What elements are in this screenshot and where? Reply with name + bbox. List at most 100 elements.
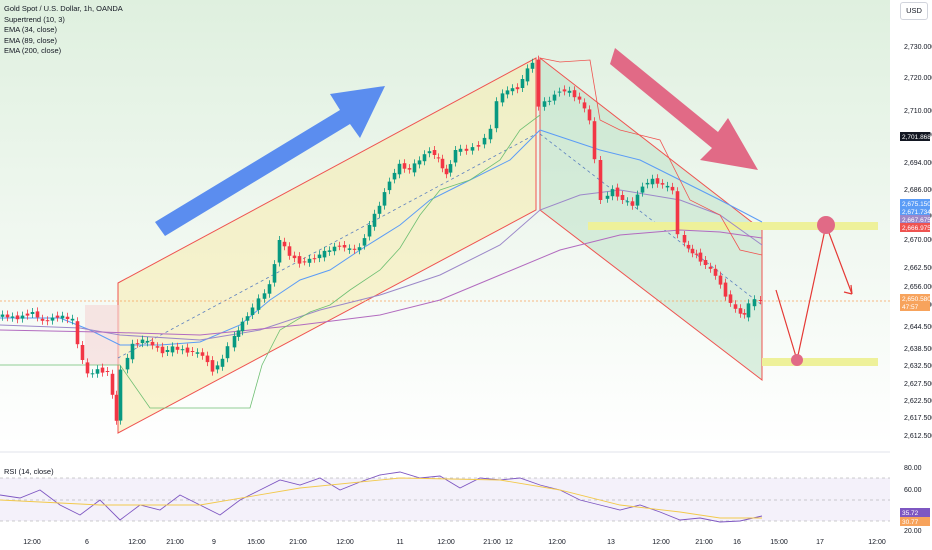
price-badge-label: 2,671.734: [902, 209, 931, 216]
candle-body: [165, 350, 170, 352]
candle-body: [155, 346, 160, 348]
candle-body: [458, 148, 463, 152]
candle-body: [307, 258, 312, 263]
price-tick: 2,644.500: [904, 324, 932, 331]
price-badge: [900, 223, 930, 232]
candle-body: [297, 256, 302, 264]
candle-body: [245, 316, 250, 321]
time-tick: 16: [733, 539, 741, 546]
rsi-legend[interactable]: RSI (14, close): [4, 467, 54, 476]
price-badge-label: 2,650.580: [902, 296, 931, 303]
candle-body: [690, 248, 695, 254]
candle-body: [515, 87, 520, 90]
candle-body: [427, 151, 432, 154]
range-box: [85, 305, 120, 365]
candle-body: [432, 150, 437, 155]
price-badge: [900, 199, 930, 208]
candle-body: [567, 90, 572, 93]
candle-body: [205, 355, 210, 363]
indicator-supertrend[interactable]: Supertrend (10, 3): [4, 14, 65, 24]
candle-body: [100, 367, 105, 373]
time-tick: 12: [505, 539, 513, 546]
time-tick: 21:00: [483, 539, 501, 546]
bearish-arrow: [610, 48, 758, 170]
candle-body: [317, 254, 322, 259]
candle-body: [587, 109, 592, 121]
rsi-tick: 80.00: [904, 465, 922, 472]
candle-body: [605, 195, 610, 199]
projection-low-marker: [791, 354, 803, 366]
candle-body: [55, 315, 60, 318]
rsi-badge-label: 35.72: [902, 510, 919, 517]
candle-body: [635, 194, 640, 206]
indicator-ema-200[interactable]: EMA (200, close): [4, 46, 62, 55]
price-tick: 2,686.000: [904, 187, 932, 194]
candle-body: [372, 213, 377, 227]
price-tick: 2,632.500: [904, 363, 932, 370]
candle-body: [542, 101, 547, 107]
candle-body: [10, 316, 15, 318]
indicator-ema-89[interactable]: EMA (89, close): [4, 35, 57, 45]
supertrend-line-red: [539, 57, 763, 256]
time-tick: 12:00: [652, 539, 670, 546]
channel-midline: [117, 133, 537, 359]
candle-body: [85, 362, 90, 374]
currency-button[interactable]: USD: [900, 2, 928, 20]
price-badge-label: 2,667.675: [902, 217, 931, 224]
candle-body: [670, 186, 675, 191]
rsi-tick: 20.00: [904, 528, 922, 535]
price-badge: [900, 302, 930, 311]
candle-body: [236, 330, 241, 337]
candle-body: [95, 369, 100, 374]
candle-body: [240, 321, 245, 332]
time-tick: 12:00: [128, 539, 146, 546]
candle-body: [90, 373, 95, 375]
rsi-band: [0, 478, 890, 521]
price-tick: 2,656.000: [904, 284, 932, 291]
indicator-ema-34[interactable]: EMA (34, close): [4, 25, 57, 34]
time-tick: 15:00: [247, 539, 265, 546]
candle-body: [337, 245, 342, 247]
candle-body: [130, 343, 135, 360]
price-tick: 2,638.500: [904, 346, 932, 353]
projection-path: [775, 222, 853, 361]
time-tick: 21:00: [695, 539, 713, 546]
candles: [0, 55, 763, 425]
price-tick: 2,694.000: [904, 160, 932, 167]
candle-body: [488, 128, 493, 140]
candle-body: [397, 163, 402, 175]
candle-body: [170, 346, 175, 353]
candle-body: [332, 246, 337, 252]
ema-34-line: [0, 129, 763, 346]
bullish-arrow: [155, 86, 385, 236]
candle-body: [505, 90, 510, 95]
candle-body: [417, 160, 422, 165]
candle-body: [35, 311, 40, 318]
candle-body: [210, 360, 215, 372]
support-zone: [762, 358, 878, 366]
price-badge: [900, 215, 930, 224]
candle-body: [215, 365, 220, 370]
candle-body: [352, 248, 357, 250]
candle-body: [342, 245, 347, 248]
candle-body: [536, 59, 541, 107]
candle-body: [708, 266, 713, 269]
candle-body: [60, 315, 65, 319]
ascending-channel: [117, 57, 537, 434]
resistance-zone: [588, 222, 878, 230]
chart-legend: Gold Spot / U.S. Dollar, 1h, OANDA Super…: [4, 4, 123, 57]
time-tick: 6: [85, 539, 89, 546]
candle-body: [444, 168, 449, 175]
candle-body: [50, 317, 55, 321]
candle-body: [195, 352, 200, 354]
candle-body: [625, 201, 630, 203]
time-tick: 17: [816, 539, 824, 546]
time-tick: 12:00: [23, 539, 41, 546]
candle-body: [282, 241, 287, 247]
candle-body: [582, 102, 587, 109]
time-tick: 12:00: [548, 539, 566, 546]
price-badge-label: 47:57: [902, 304, 919, 311]
candle-body: [470, 147, 475, 151]
